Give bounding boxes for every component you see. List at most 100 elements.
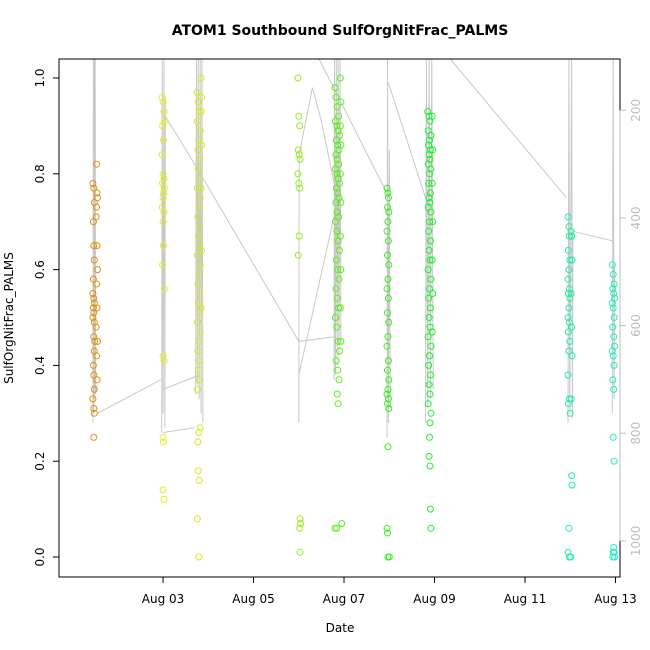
data-point (610, 548, 618, 556)
data-point (198, 93, 205, 101)
data-point (568, 472, 576, 480)
data-point (94, 194, 101, 202)
data-point (334, 141, 342, 149)
data-point (160, 108, 168, 115)
data-point (94, 266, 101, 274)
data-point (92, 323, 100, 331)
data-point (195, 309, 203, 317)
data-point (610, 290, 618, 297)
data-point (385, 405, 393, 412)
data-point (337, 337, 345, 345)
data-point (197, 74, 205, 82)
data-point (610, 314, 618, 321)
data-point (194, 213, 202, 221)
altitude-traces (92, 58, 616, 438)
data-point (609, 270, 617, 278)
data-point (610, 543, 618, 551)
data-point (91, 337, 99, 345)
data-point (197, 184, 205, 192)
data-point (568, 232, 576, 240)
data-point (568, 323, 576, 331)
data-point (564, 314, 572, 321)
data-point (385, 376, 393, 384)
data-point (193, 88, 201, 96)
data-point (159, 179, 167, 187)
data-point (429, 218, 437, 226)
data-point (384, 189, 392, 197)
data-point (159, 170, 167, 178)
data-point (195, 203, 203, 211)
data-point (384, 194, 392, 202)
data-point (90, 333, 98, 341)
altitude-trace (611, 58, 616, 414)
data-point (338, 520, 346, 527)
data-point (383, 285, 391, 293)
data-point (384, 366, 391, 374)
data-point (384, 395, 392, 403)
data-point (89, 179, 97, 187)
data-point (384, 400, 391, 408)
data-point (336, 170, 344, 178)
y-tick-label: 0.4 (33, 356, 47, 375)
data-point (425, 361, 433, 369)
data-point (333, 323, 341, 331)
data-point (384, 357, 392, 365)
data-point (384, 294, 392, 302)
data-point (195, 476, 203, 484)
data-point (426, 199, 434, 206)
data-point (194, 232, 202, 240)
right-axis: 200 400 600 800 1000 (619, 99, 643, 556)
data-point (425, 179, 433, 187)
data-point (295, 112, 303, 120)
data-point (337, 98, 345, 106)
data-point (609, 553, 617, 561)
altitude-trace (298, 87, 335, 423)
data-point (160, 357, 168, 365)
data-point (564, 213, 572, 221)
data-point (89, 290, 97, 297)
data-point (333, 227, 341, 235)
x-tick-label: Aug 05 (232, 592, 275, 606)
data-point (609, 285, 617, 293)
data-point (384, 218, 392, 226)
data-point (427, 275, 435, 283)
data-point (332, 136, 340, 144)
data-point (336, 179, 343, 187)
data-point (567, 553, 575, 561)
data-point (334, 337, 342, 345)
data-point (385, 318, 393, 326)
data-point (337, 266, 345, 274)
data-point (425, 294, 433, 302)
data-point (294, 251, 302, 259)
data-point (195, 337, 203, 345)
data-point (385, 261, 393, 269)
data-point (93, 376, 101, 384)
data-point (90, 309, 98, 317)
data-point (384, 529, 391, 537)
data-point (336, 246, 343, 254)
altitude-trace (449, 58, 567, 199)
data-point (297, 520, 305, 527)
data-point (193, 184, 201, 192)
data-point (567, 227, 575, 235)
data-point (194, 467, 202, 475)
data-point (296, 122, 304, 130)
data-point (425, 141, 433, 149)
data-point (196, 328, 204, 336)
data-point (427, 409, 435, 417)
data-point (332, 357, 340, 365)
data-point (193, 318, 201, 326)
data-point (335, 275, 343, 283)
data-point (295, 151, 303, 159)
data-point (158, 93, 166, 101)
data-point (428, 112, 436, 120)
data-point (565, 266, 573, 274)
altitude-trace (386, 58, 391, 438)
data-point (609, 376, 617, 384)
data-point (196, 194, 204, 202)
data-point (609, 304, 617, 312)
data-point (159, 352, 167, 360)
data-point (426, 371, 434, 379)
x-tick-label: Aug 13 (594, 592, 637, 606)
data-point (426, 352, 433, 360)
